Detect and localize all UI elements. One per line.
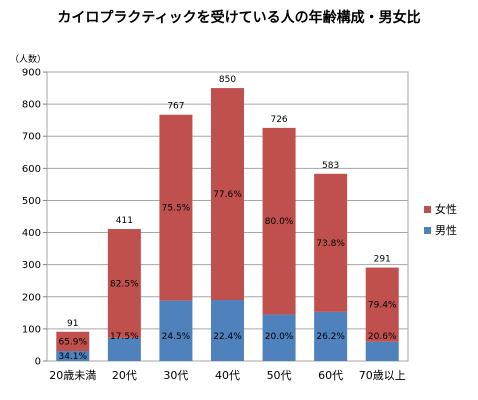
female-percent-label: 65.9% (58, 337, 87, 347)
y-tick-label: 300 (22, 260, 41, 271)
bar-male (262, 314, 296, 361)
bars (56, 88, 399, 361)
female-percent-label: 79.4% (368, 301, 397, 311)
y-tick-label: 500 (22, 196, 41, 207)
female-percent-label: 73.8% (316, 239, 345, 249)
x-tick-label: 40代 (215, 369, 240, 382)
total-label: 91 (67, 319, 78, 329)
bar-female (314, 173, 348, 312)
x-tick-label: 20歳未満 (49, 369, 96, 382)
x-tick-label: 20代 (112, 369, 137, 382)
female-percent-label: 77.6% (213, 190, 242, 200)
labels: 0 100 200 300 400 500 600 700 800 900 34.1% 65.9% 91… (22, 68, 406, 383)
y-tick-label: 700 (22, 132, 41, 143)
male-percent-label: 26.2% (316, 332, 345, 342)
x-tick-label: 60代 (318, 369, 343, 382)
female-percent-label: 75.5% (162, 204, 191, 214)
female-percent-label: 80.0% (265, 217, 294, 227)
y-tick-label: 900 (22, 68, 41, 79)
male-percent-label: 20.0% (265, 332, 294, 342)
total-label: 583 (322, 161, 339, 171)
y-tick-label: 600 (22, 164, 41, 175)
bar-female (210, 88, 245, 300)
bar-male (314, 311, 348, 361)
legend-swatch (424, 227, 431, 234)
legend-swatch (424, 206, 431, 213)
bar-male (56, 351, 90, 361)
legend-label: 女性 (435, 202, 457, 216)
bar-male (210, 299, 245, 361)
male-percent-label: 24.5% (162, 332, 191, 342)
total-label: 767 (167, 102, 184, 112)
bar-female (107, 229, 141, 338)
male-percent-label: 22.4% (213, 332, 242, 342)
total-label: 291 (374, 255, 391, 265)
bar-female (365, 267, 399, 342)
total-label: 726 (270, 115, 287, 125)
bar-male (159, 300, 193, 361)
x-tick-label: 70歳以上 (359, 369, 406, 382)
male-percent-label: 34.1% (58, 352, 87, 362)
female-percent-label: 82.5% (110, 279, 139, 289)
bar-female (159, 114, 193, 301)
bar-male (107, 337, 141, 361)
total-label: 850 (219, 75, 236, 85)
y-tick-label: 200 (22, 292, 41, 303)
y-tick-label: 400 (22, 228, 41, 239)
male-percent-label: 17.5% (110, 332, 139, 342)
y-tick-label: 0 (35, 357, 41, 368)
y-tick-label: 100 (22, 324, 41, 335)
y-tick-label: 800 (22, 100, 41, 111)
bar-female (56, 331, 90, 352)
legend-label: 男性 (435, 223, 457, 237)
bar-male (365, 341, 399, 361)
chart-title: カイロプラクティックを受けている人の年齢構成・男女比 (57, 9, 420, 26)
y-axis-unit: （人数） (10, 53, 46, 65)
x-tick-label: 50代 (267, 369, 292, 382)
male-percent-label: 20.6% (368, 332, 397, 342)
bar-female (262, 127, 296, 315)
total-label: 411 (116, 216, 133, 226)
x-tick-label: 30代 (163, 369, 188, 382)
